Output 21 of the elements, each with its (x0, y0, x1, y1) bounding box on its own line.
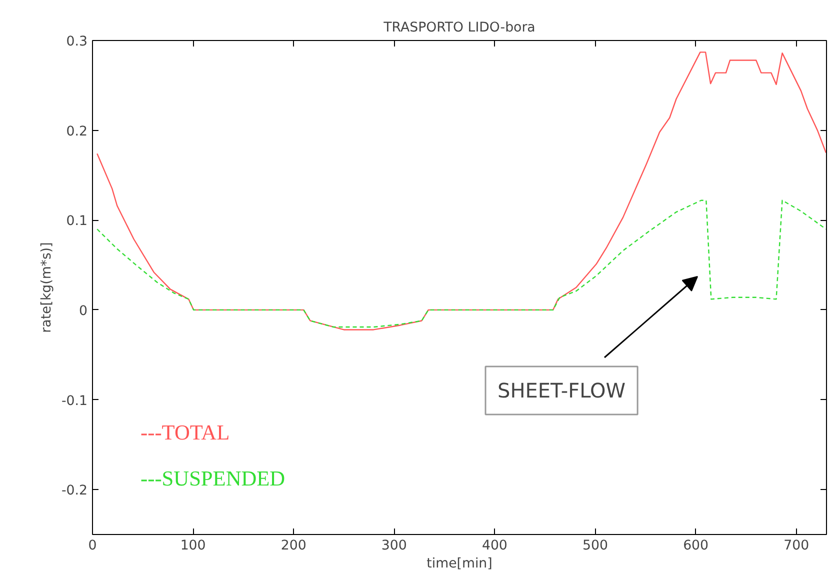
x-tick-label: 300 (381, 538, 407, 554)
x-axis-title: time[min] (426, 556, 492, 572)
y-axis-title: rate[kg(m*s)] (39, 242, 54, 333)
annotation: SHEET-FLOW (498, 378, 626, 402)
text: ---TOTAL (140, 420, 230, 444)
y-tick-label: 0.2 (66, 124, 88, 140)
y-tick-label: -0.2 (61, 484, 88, 499)
x-tick-label: 600 (683, 538, 709, 554)
x-tick-label: 400 (482, 538, 508, 554)
line-series (96, 200, 826, 328)
text: ---SUSPENDED (140, 466, 286, 490)
x-tick-label: 100 (180, 538, 206, 554)
line-series (96, 52, 826, 330)
y-tick-label: -0.1 (61, 394, 88, 409)
x-tick-label: 500 (582, 538, 608, 554)
x-tick-label: 200 (280, 538, 306, 554)
x-tick-label: 700 (784, 538, 810, 554)
y-tick-label: 0 (79, 304, 88, 319)
y-tick-label: 0.3 (66, 34, 88, 50)
chart-title: TRASPORTO LIDO-bora (382, 20, 536, 36)
y-tick-label: 0.1 (66, 214, 88, 230)
